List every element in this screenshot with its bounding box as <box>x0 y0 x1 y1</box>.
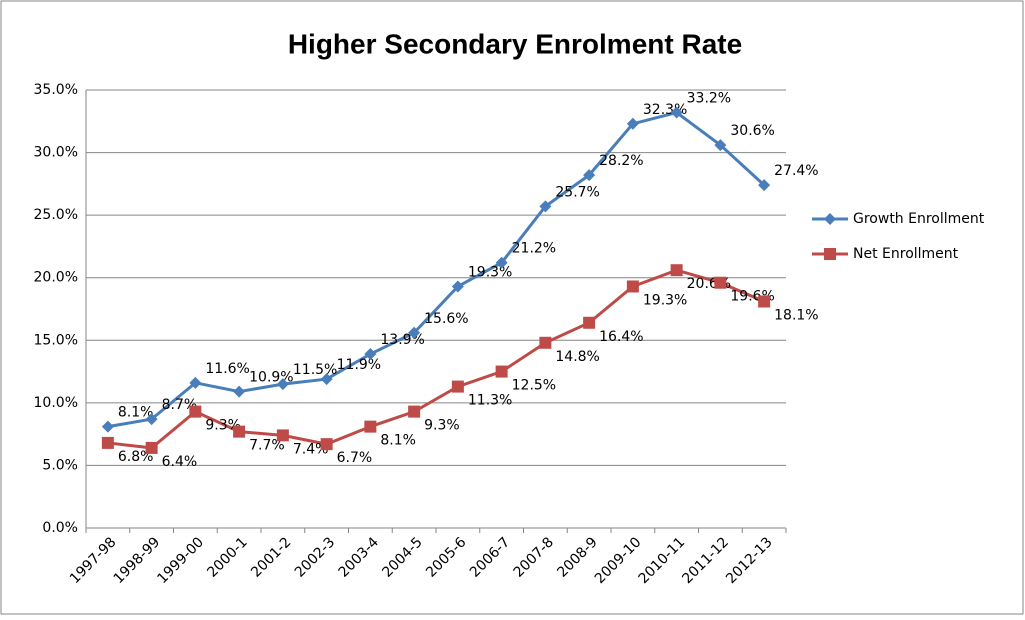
point <box>670 264 683 277</box>
point <box>539 336 552 349</box>
data-label: 12.5% <box>512 378 556 394</box>
data-label: 9.3% <box>424 418 460 434</box>
point <box>539 200 552 213</box>
point <box>714 139 727 152</box>
point <box>189 376 202 389</box>
data-label: 6.7% <box>337 450 373 466</box>
y-tick-label: 30.0% <box>34 145 78 161</box>
point <box>583 316 596 329</box>
chart-title: Higher Secondary Enrolment Rate <box>288 28 742 59</box>
point <box>101 420 114 433</box>
legend-marker <box>824 248 836 260</box>
data-label: 33.2% <box>687 91 731 107</box>
data-label: 8.1% <box>380 433 416 449</box>
point <box>495 365 508 378</box>
point <box>670 106 683 119</box>
data-label: 18.1% <box>774 307 818 323</box>
y-tick-label: 15.0% <box>34 332 78 348</box>
data-label: 19.3% <box>468 264 512 280</box>
point <box>364 348 377 361</box>
y-tick-label: 35.0% <box>34 82 78 98</box>
data-label: 6.8% <box>118 449 154 465</box>
data-label: 27.4% <box>774 163 818 179</box>
data-label: 6.4% <box>162 454 198 470</box>
point <box>451 380 464 393</box>
point <box>233 385 246 398</box>
point <box>320 438 333 451</box>
data-label: 8.7% <box>162 397 198 413</box>
data-label: 11.9% <box>337 357 381 373</box>
point <box>145 441 158 454</box>
point <box>626 280 639 293</box>
y-tick-label: 20.0% <box>34 270 78 286</box>
point <box>408 405 421 418</box>
data-label: 9.3% <box>205 418 241 434</box>
data-label: 21.2% <box>512 241 556 257</box>
y-tick-label: 5.0% <box>42 457 78 473</box>
data-label: 28.2% <box>599 153 643 169</box>
data-label: 14.8% <box>555 349 599 365</box>
data-label: 15.6% <box>424 311 468 327</box>
point <box>626 117 639 130</box>
data-label: 16.4% <box>599 329 643 345</box>
data-label: 32.3% <box>643 102 687 118</box>
y-tick-label: 25.0% <box>34 207 78 223</box>
line <box>107 110 766 429</box>
data-label: 11.3% <box>468 393 512 409</box>
point <box>758 179 771 192</box>
data-label: 11.5% <box>293 362 337 378</box>
point <box>276 429 289 442</box>
point <box>276 378 289 391</box>
data-label: 11.6% <box>205 361 249 377</box>
legend-label: Growth Enrollment <box>853 211 985 227</box>
point <box>408 326 421 339</box>
data-label: 19.3% <box>643 292 687 308</box>
point <box>189 405 202 418</box>
point <box>583 169 596 182</box>
data-label: 30.6% <box>730 123 774 139</box>
point <box>758 295 771 308</box>
point <box>101 436 114 449</box>
point <box>714 276 727 289</box>
y-tick-label: 10.0% <box>34 395 78 411</box>
data-label: 7.4% <box>293 441 329 457</box>
y-tick-label: 0.0% <box>42 520 78 536</box>
point <box>364 420 377 433</box>
point <box>145 413 158 426</box>
point <box>320 373 333 386</box>
legend-label: Net Enrollment <box>853 246 959 262</box>
data-label: 25.7% <box>555 184 599 200</box>
point <box>451 280 464 293</box>
legend-marker <box>824 213 836 225</box>
point <box>233 425 246 438</box>
data-label: 8.1% <box>118 405 154 421</box>
point <box>495 256 508 269</box>
line <box>107 268 765 450</box>
data-label: 7.7% <box>249 438 285 454</box>
